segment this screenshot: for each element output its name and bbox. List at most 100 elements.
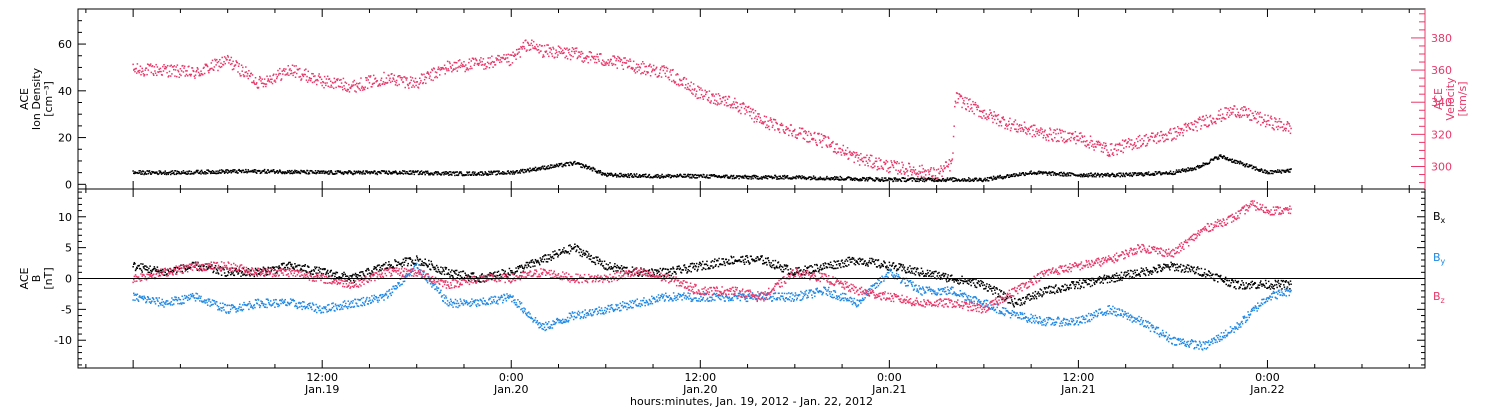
bx-point	[612, 266, 614, 269]
density-point	[680, 174, 682, 176]
velocity-point	[450, 67, 453, 69]
velocity-point	[1039, 129, 1041, 131]
bx-point	[822, 263, 825, 265]
bx-point	[598, 258, 601, 261]
density-point	[781, 177, 783, 180]
density-point	[279, 170, 282, 172]
velocity-point	[1284, 127, 1286, 130]
bx-point	[690, 270, 692, 273]
density-point	[163, 171, 165, 174]
density-point	[219, 169, 221, 172]
velocity-point	[834, 151, 837, 153]
bx-point	[784, 265, 786, 267]
density-point	[160, 171, 162, 174]
velocity-point	[749, 107, 752, 110]
density-point	[1062, 175, 1065, 177]
velocity-point	[945, 161, 948, 163]
velocity-point	[248, 69, 250, 72]
velocity-point	[1217, 118, 1219, 120]
velocity-point	[1090, 145, 1093, 147]
density-point	[868, 176, 870, 179]
density-point	[497, 172, 500, 174]
density-point	[1044, 172, 1046, 174]
density-point	[709, 174, 712, 176]
density-point	[951, 177, 954, 179]
bx-point	[546, 258, 548, 260]
density-point	[388, 170, 391, 173]
velocity-point	[351, 84, 353, 86]
velocity-point	[728, 96, 731, 98]
density-point	[460, 171, 462, 173]
density-point	[1138, 172, 1140, 174]
velocity-point	[946, 165, 949, 167]
density-point	[618, 175, 620, 178]
bx-point	[522, 270, 525, 272]
velocity-point	[702, 98, 705, 100]
velocity-point	[724, 99, 726, 102]
velocity-point	[1244, 106, 1246, 108]
bx-point	[709, 267, 711, 270]
velocity-point	[1118, 143, 1120, 146]
density-point	[894, 177, 897, 179]
velocity-point	[263, 82, 265, 85]
velocity-point	[517, 52, 519, 55]
density-point	[147, 172, 150, 175]
density-point	[938, 178, 941, 181]
density-point	[588, 165, 591, 168]
density-point	[1120, 172, 1122, 174]
velocity-point	[214, 59, 217, 62]
velocity-point	[601, 59, 604, 61]
density-point	[903, 177, 905, 180]
velocity-point	[772, 124, 774, 127]
velocity-point	[1121, 144, 1123, 146]
velocity-point	[1040, 127, 1042, 129]
density-point	[558, 164, 561, 166]
velocity-point	[743, 107, 746, 110]
bx-point	[834, 261, 837, 263]
bx-point	[577, 246, 580, 248]
density-point	[212, 172, 214, 175]
velocity-point	[342, 88, 344, 91]
density-point	[1289, 171, 1291, 173]
velocity-point	[1066, 140, 1068, 143]
velocity-point	[355, 91, 357, 93]
velocity-point	[1007, 120, 1010, 123]
bx-point	[203, 265, 205, 267]
bx-point	[489, 271, 491, 274]
density-point	[911, 180, 914, 182]
density-point	[740, 176, 743, 178]
density-point	[502, 171, 504, 173]
density-point	[801, 175, 803, 177]
bx-point	[209, 265, 212, 268]
velocity-point	[1020, 130, 1022, 132]
velocity-point	[1054, 129, 1057, 132]
bx-point	[763, 262, 765, 265]
density-point	[951, 178, 953, 181]
bx-point	[838, 263, 840, 265]
density-point	[1280, 171, 1282, 173]
density-point	[468, 171, 471, 173]
velocity-point	[1058, 128, 1061, 131]
density-point	[408, 170, 411, 172]
density-point	[427, 172, 429, 174]
velocity-point	[164, 66, 167, 68]
velocity-point	[1243, 114, 1246, 117]
velocity-point	[333, 77, 336, 80]
density-point	[1106, 174, 1108, 177]
density-point	[339, 170, 342, 172]
bx-point	[823, 264, 825, 267]
density-point	[1151, 173, 1154, 176]
density-point	[597, 172, 599, 174]
velocity-point	[1260, 124, 1262, 126]
velocity-point	[865, 160, 868, 162]
density-point	[1223, 155, 1226, 158]
density-point	[714, 175, 716, 178]
velocity-point	[1246, 116, 1249, 118]
velocity-point	[863, 156, 866, 159]
bx-point	[804, 265, 806, 267]
velocity-point	[1135, 138, 1138, 140]
velocity-point	[295, 65, 297, 67]
density-point	[1197, 166, 1200, 168]
density-point	[495, 170, 498, 173]
velocity-point	[354, 83, 357, 86]
